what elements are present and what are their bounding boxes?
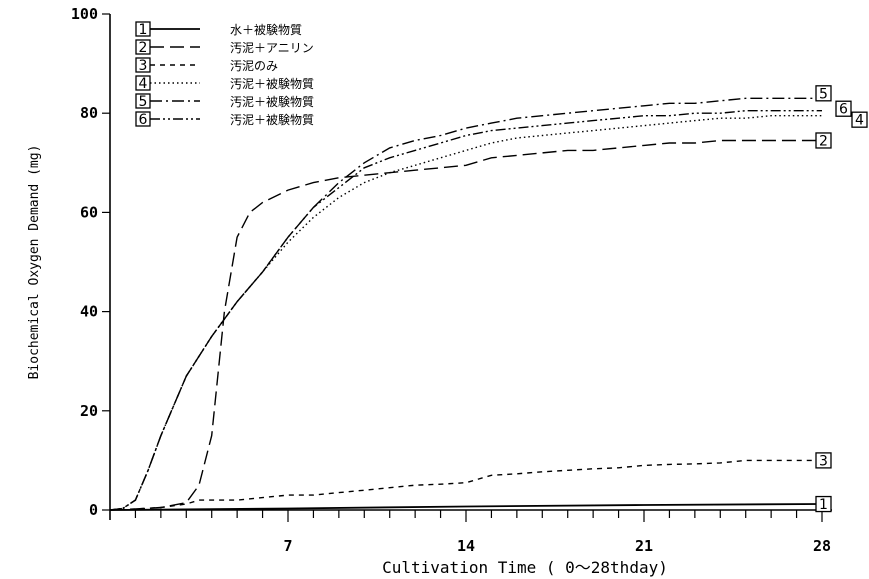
- series-layer: [109, 97, 823, 511]
- legend-id: 2: [139, 40, 148, 56]
- y-axis-title: Biochemical Oxygen Demand (mg): [27, 145, 42, 380]
- series-line-2: [109, 139, 822, 511]
- svg-text:4: 4: [855, 113, 864, 129]
- end-label-4: 4: [851, 111, 868, 129]
- svg-text:5: 5: [819, 86, 828, 102]
- end-label-2: 2: [815, 132, 832, 149]
- legend-id: 6: [139, 112, 148, 128]
- end-labels: 1 2 3 564: [815, 85, 868, 513]
- x-tick-label: 7: [283, 537, 292, 555]
- legend-entry-3: 3 汚泥のみ: [135, 57, 278, 74]
- legend-entry-5: 5 汚泥＋被験物質: [135, 93, 314, 110]
- legend-label: 汚泥＋被験物質: [230, 94, 314, 109]
- legend-entry-2: 2 汚泥＋アニリン: [135, 39, 314, 56]
- legend-entry-1: 1 水＋被験物質: [135, 21, 302, 38]
- y-tick-label: 80: [80, 104, 98, 122]
- series-line-3: [109, 459, 822, 511]
- legend-id: 5: [139, 94, 148, 110]
- legend-entry-6: 6 汚泥＋被験物質: [135, 111, 314, 128]
- end-label-6: 6: [835, 100, 852, 118]
- legend: 1 水＋被験物質 2 汚泥＋アニリン 3 汚泥のみ 4 汚泥＋被験物質 5 汚泥＋被験物質 6 汚泥＋…: [135, 21, 314, 128]
- series-line-1: [109, 503, 823, 511]
- legend-id: 4: [139, 76, 148, 92]
- series-line-5: [109, 97, 822, 511]
- end-label-3: 3: [815, 452, 832, 469]
- end-label-5: 5: [815, 85, 832, 102]
- legend-label: 汚泥＋被験物質: [230, 112, 314, 127]
- svg-text:3: 3: [819, 453, 828, 469]
- y-tick-label: 0: [89, 501, 98, 519]
- svg-text:6: 6: [839, 102, 848, 118]
- svg-text:1: 1: [819, 497, 828, 513]
- svg-text:2: 2: [819, 133, 828, 149]
- x-tick-label: 21: [635, 537, 653, 555]
- legend-id: 1: [139, 22, 148, 38]
- series-line-4: [109, 115, 822, 511]
- x-tick-label: 14: [457, 537, 475, 555]
- end-label-1: 1: [815, 495, 832, 513]
- y-tick-label: 100: [71, 5, 98, 23]
- legend-label: 水＋被験物質: [230, 22, 302, 37]
- legend-id: 3: [139, 58, 148, 74]
- legend-entry-4: 4 汚泥＋被験物質: [135, 75, 314, 92]
- legend-label: 汚泥のみ: [230, 59, 278, 73]
- y-tick-label: 40: [80, 303, 98, 321]
- x-tick-label: 28: [813, 537, 831, 555]
- legend-label: 汚泥＋アニリン: [230, 41, 314, 55]
- legend-label: 汚泥＋被験物質: [230, 76, 314, 91]
- y-tick-label: 60: [80, 203, 98, 221]
- series-line-6: [109, 110, 822, 511]
- x-axis-title: Cultivation Time ( 0～28thday): [382, 558, 668, 577]
- y-tick-label: 20: [80, 402, 98, 420]
